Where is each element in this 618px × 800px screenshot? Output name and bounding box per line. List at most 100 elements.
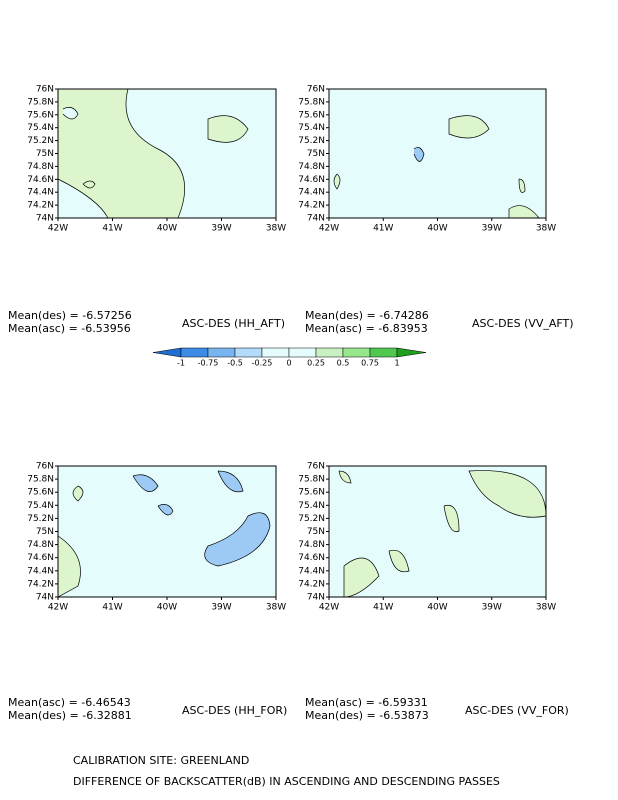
mean-stat: Mean(asc) = -6.53956 bbox=[8, 322, 131, 335]
x-tick-label: 40W bbox=[427, 224, 447, 234]
colorbar-label: -0.75 bbox=[198, 359, 219, 368]
y-tick-label: 76N bbox=[36, 85, 54, 95]
x-tick-label: 41W bbox=[373, 603, 393, 613]
y-tick-label: 76N bbox=[36, 462, 54, 472]
x-tick-label: 38W bbox=[266, 603, 286, 613]
colorbar-segment bbox=[207, 347, 236, 358]
y-tick-label: 75.4N bbox=[298, 501, 325, 511]
y-tick-label: 75.2N bbox=[27, 514, 54, 524]
y-tick-label: 74.8N bbox=[27, 540, 54, 550]
colorbar-end bbox=[152, 347, 182, 358]
y-tick-label: 75N bbox=[307, 149, 325, 159]
contour-region bbox=[207, 115, 249, 143]
y-tick-label: 75N bbox=[36, 527, 54, 537]
y-tick-label: 75.4N bbox=[298, 123, 325, 133]
y-tick-label: 74N bbox=[36, 214, 54, 224]
contour-region bbox=[443, 504, 460, 533]
colorbar-label: -0.25 bbox=[252, 359, 273, 368]
y-tick-label: 74.4N bbox=[298, 188, 325, 198]
y-tick-label: 75.8N bbox=[27, 97, 54, 107]
colorbar-label: -0.5 bbox=[227, 359, 243, 368]
y-tick-label: 74.8N bbox=[27, 162, 54, 172]
x-tick-label: 42W bbox=[48, 224, 68, 234]
y-tick-label: 74.4N bbox=[27, 566, 54, 576]
mean-stat: Mean(asc) = -6.59331 bbox=[305, 696, 428, 709]
x-tick-label: 42W bbox=[48, 603, 68, 613]
colorbar-segment bbox=[369, 347, 398, 358]
y-tick-label: 74.4N bbox=[298, 566, 325, 576]
contour-region bbox=[343, 557, 380, 598]
contour-region bbox=[82, 180, 96, 189]
x-tick-label: 39W bbox=[482, 224, 502, 234]
mean-stat: Mean(asc) = -6.46543 bbox=[8, 696, 131, 709]
y-tick-label: 75.2N bbox=[298, 514, 325, 524]
colorbar-label: 0.25 bbox=[307, 359, 325, 368]
contour-region bbox=[157, 504, 174, 516]
y-tick-label: 75.4N bbox=[27, 501, 54, 511]
y-tick-label: 74.6N bbox=[27, 553, 54, 563]
map-background bbox=[329, 89, 546, 218]
y-tick-label: 74.2N bbox=[27, 201, 54, 211]
contour-region bbox=[62, 107, 79, 120]
colorbar-end bbox=[396, 347, 427, 358]
colorbar-segment bbox=[342, 347, 371, 358]
y-tick-label: 75.2N bbox=[298, 136, 325, 146]
x-tick-label: 42W bbox=[319, 224, 339, 234]
x-tick-label: 39W bbox=[482, 603, 502, 613]
footer-text: DIFFERENCE OF BACKSCATTER(dB) IN ASCENDI… bbox=[73, 775, 500, 788]
x-tick-label: 41W bbox=[102, 224, 122, 234]
map-panel bbox=[57, 465, 277, 598]
x-tick-label: 40W bbox=[157, 603, 177, 613]
y-tick-label: 75.8N bbox=[298, 475, 325, 485]
contour-region bbox=[132, 474, 159, 492]
y-tick-label: 75.8N bbox=[27, 475, 54, 485]
y-tick-label: 74N bbox=[307, 593, 325, 603]
colorbar-segment bbox=[234, 347, 263, 358]
contour-region bbox=[413, 147, 425, 162]
colorbar-label: 0 bbox=[286, 359, 291, 368]
y-tick-label: 75.6N bbox=[27, 110, 54, 120]
y-tick-label: 75.6N bbox=[298, 110, 325, 120]
y-tick-label: 74.2N bbox=[298, 201, 325, 211]
mean-stat: Mean(asc) = -6.83953 bbox=[305, 322, 428, 335]
y-tick-label: 74.6N bbox=[27, 175, 54, 185]
colorbar-label: 1 bbox=[394, 359, 399, 368]
panel-title: ASC-DES (HH_FOR) bbox=[182, 704, 287, 717]
y-tick-label: 76N bbox=[307, 462, 325, 472]
y-tick-label: 75.6N bbox=[298, 488, 325, 498]
y-tick-label: 74.2N bbox=[298, 579, 325, 589]
contour-region bbox=[388, 549, 410, 573]
x-tick-label: 38W bbox=[266, 224, 286, 234]
contour-region bbox=[338, 470, 352, 484]
x-tick-label: 38W bbox=[536, 603, 556, 613]
y-tick-label: 74.8N bbox=[298, 162, 325, 172]
x-tick-label: 38W bbox=[536, 224, 556, 234]
y-tick-label: 75N bbox=[36, 149, 54, 159]
y-tick-label: 75.6N bbox=[27, 488, 54, 498]
y-tick-label: 74.4N bbox=[27, 188, 54, 198]
mean-stat: Mean(des) = -6.57256 bbox=[8, 309, 132, 322]
y-tick-label: 74.8N bbox=[298, 540, 325, 550]
panel-title: ASC-DES (VV_FOR) bbox=[465, 704, 569, 717]
x-tick-label: 39W bbox=[211, 224, 231, 234]
mean-stat: Mean(des) = -6.53873 bbox=[305, 709, 429, 722]
y-tick-label: 75N bbox=[307, 527, 325, 537]
y-tick-label: 74N bbox=[36, 593, 54, 603]
colorbar-segment bbox=[288, 347, 317, 358]
contour-region bbox=[72, 485, 84, 502]
map-panel bbox=[328, 465, 547, 598]
colorbar-segment bbox=[315, 347, 344, 358]
x-tick-label: 41W bbox=[102, 603, 122, 613]
x-tick-label: 40W bbox=[157, 224, 177, 234]
y-tick-label: 75.2N bbox=[27, 136, 54, 146]
contour-region bbox=[468, 470, 547, 518]
colorbar-label: 0.5 bbox=[337, 359, 350, 368]
map-panel bbox=[57, 88, 277, 219]
panel-title: ASC-DES (HH_AFT) bbox=[182, 317, 285, 330]
x-tick-label: 41W bbox=[373, 224, 393, 234]
contour-region bbox=[204, 512, 271, 567]
map-panel bbox=[328, 88, 547, 219]
x-tick-label: 39W bbox=[211, 603, 231, 613]
